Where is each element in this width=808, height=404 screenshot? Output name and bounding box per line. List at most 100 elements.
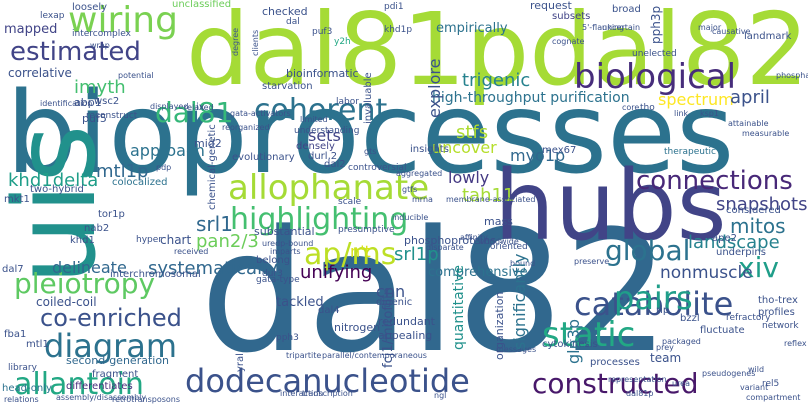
word: khd1p <box>384 25 413 35</box>
word: link <box>674 109 689 118</box>
word: prey <box>656 343 674 352</box>
word: pseudogenes <box>702 369 756 378</box>
word: chart <box>160 233 192 247</box>
word: controversial <box>348 163 407 173</box>
word: gata-activators <box>230 109 291 118</box>
word: imyth <box>74 77 126 98</box>
word: tackled <box>276 295 324 310</box>
word: gtfs <box>402 185 418 194</box>
word: hubs <box>494 150 727 262</box>
word: mkt1 <box>4 194 30 205</box>
word: ap/ms <box>304 237 397 272</box>
word: dal82 <box>200 194 671 390</box>
word: khd1delta <box>8 170 99 191</box>
word: causative <box>712 27 751 36</box>
word: stfs <box>456 122 489 143</box>
word: puf3 <box>312 27 333 37</box>
word: connections <box>636 166 793 196</box>
word: loosely <box>72 2 108 13</box>
word: potential <box>118 71 154 80</box>
word: reconstruct <box>86 111 138 121</box>
word: mid2 <box>194 137 222 150</box>
word: biological <box>574 57 737 97</box>
word: estimated <box>10 37 141 67</box>
word: wiring <box>68 0 178 41</box>
word: understanding <box>294 126 360 136</box>
word: starvation <box>262 81 313 92</box>
word: static <box>542 315 636 355</box>
word: relaxed <box>184 103 214 112</box>
word: second-generation <box>66 354 170 367</box>
word: fluctuate <box>700 325 745 336</box>
word: phosphoproteins <box>404 234 496 247</box>
word: spectrum <box>658 90 734 109</box>
word: ksp1 <box>700 109 719 118</box>
word: assembly/disassembly <box>56 393 147 402</box>
word: rip <box>656 305 670 316</box>
word: bioinformatic <box>286 67 359 80</box>
word: abp1 <box>74 96 102 109</box>
word: constructed <box>532 367 699 400</box>
word: dal81pdal82p <box>186 0 808 108</box>
word: dal <box>286 17 300 27</box>
word: library <box>8 363 37 373</box>
word: significantly <box>510 253 529 350</box>
word: lexap <box>40 11 65 21</box>
word: disparate <box>426 243 464 252</box>
word: request <box>530 0 572 12</box>
word: khd1 <box>70 235 95 246</box>
word: fba1 <box>4 329 27 340</box>
word: nitrogen <box>334 321 381 334</box>
word: quantitative <box>451 265 467 350</box>
word: inducible <box>392 213 429 222</box>
word: reflex <box>784 339 807 348</box>
word: puf5 <box>82 112 107 125</box>
word: sets <box>308 126 341 145</box>
word: imparts <box>270 247 301 256</box>
word: organization <box>493 291 506 360</box>
word: n't <box>350 242 371 261</box>
word: explore <box>425 58 444 119</box>
word: co-enriched <box>40 304 182 332</box>
word: tho-trex <box>758 295 798 306</box>
word: mass <box>484 215 513 228</box>
word: comprehensive <box>428 265 528 280</box>
word: messages <box>496 345 537 354</box>
word: affinity <box>460 233 488 242</box>
word: packaged <box>662 337 701 346</box>
word: lowly <box>448 168 490 187</box>
word: identification <box>40 99 93 108</box>
word: uncover <box>432 138 497 157</box>
word: therapeutic <box>664 147 716 157</box>
word: differentiates <box>66 381 133 392</box>
word: trigenic <box>462 70 531 91</box>
word: snapshots <box>716 194 808 215</box>
word: limited <box>300 115 328 124</box>
word: durl,2 <box>308 151 338 162</box>
word: fragment <box>92 369 139 380</box>
word: pdi1 <box>384 2 404 12</box>
word: major <box>698 23 722 32</box>
word: pan2/3 <box>196 231 259 252</box>
word: allantoin <box>14 367 144 402</box>
word: tor1p <box>98 209 125 220</box>
word: fcj1/mitofilin <box>381 287 396 368</box>
word: evolutionary <box>232 152 295 163</box>
word: unelected <box>632 49 677 59</box>
word: processes <box>590 357 640 368</box>
word: mtl1 <box>26 339 49 350</box>
word: bioprocesses <box>6 69 735 199</box>
word: received <box>174 247 209 256</box>
word: transcription <box>302 389 353 398</box>
word: delineate <box>52 258 127 277</box>
word: y2h <box>334 37 351 47</box>
word: profiles <box>758 307 795 318</box>
word: colocalized <box>112 177 168 188</box>
word: srl1p <box>394 244 439 265</box>
word: hyper <box>136 235 162 245</box>
word: chemical-genetic <box>207 124 218 210</box>
word: densely <box>296 141 335 152</box>
word: substantial <box>254 225 315 238</box>
word: cnn <box>376 282 406 301</box>
word: srl1 <box>196 212 233 236</box>
